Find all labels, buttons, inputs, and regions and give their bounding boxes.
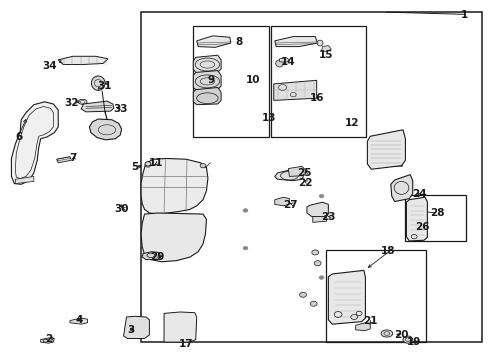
Ellipse shape bbox=[310, 301, 317, 306]
Text: 32: 32 bbox=[64, 98, 79, 108]
Text: 3: 3 bbox=[127, 325, 135, 335]
Ellipse shape bbox=[91, 76, 105, 90]
Text: 22: 22 bbox=[298, 178, 312, 188]
Text: 7: 7 bbox=[69, 153, 77, 163]
Ellipse shape bbox=[319, 276, 324, 279]
Text: 4: 4 bbox=[75, 315, 82, 325]
Polygon shape bbox=[312, 217, 326, 222]
Text: 18: 18 bbox=[380, 246, 395, 256]
Bar bbox=[168, 319, 188, 337]
Text: 5: 5 bbox=[131, 162, 138, 172]
Bar bbox=[193, 26, 268, 137]
Polygon shape bbox=[196, 36, 230, 47]
Polygon shape bbox=[274, 169, 304, 181]
Text: 20: 20 bbox=[393, 330, 408, 340]
Text: 19: 19 bbox=[406, 337, 421, 347]
Text: 23: 23 bbox=[321, 212, 335, 221]
Ellipse shape bbox=[145, 163, 151, 167]
Ellipse shape bbox=[402, 336, 412, 343]
Polygon shape bbox=[407, 203, 420, 215]
Text: 34: 34 bbox=[42, 61, 57, 71]
Bar bbox=[271, 26, 366, 137]
Text: 6: 6 bbox=[16, 132, 23, 142]
Polygon shape bbox=[288, 166, 305, 176]
Ellipse shape bbox=[319, 194, 324, 198]
Polygon shape bbox=[274, 37, 317, 46]
Text: 29: 29 bbox=[150, 252, 164, 262]
Text: 24: 24 bbox=[411, 189, 426, 199]
Ellipse shape bbox=[380, 330, 392, 337]
Polygon shape bbox=[81, 101, 114, 112]
Text: 27: 27 bbox=[283, 200, 298, 210]
Bar bbox=[128, 321, 144, 335]
Polygon shape bbox=[306, 202, 328, 217]
Ellipse shape bbox=[314, 261, 321, 266]
Polygon shape bbox=[70, 318, 87, 324]
Text: 12: 12 bbox=[344, 118, 358, 128]
Polygon shape bbox=[58, 56, 108, 64]
Text: 15: 15 bbox=[319, 50, 333, 60]
Ellipse shape bbox=[200, 163, 205, 168]
Polygon shape bbox=[193, 87, 221, 105]
Polygon shape bbox=[142, 252, 160, 260]
Polygon shape bbox=[89, 119, 122, 140]
Ellipse shape bbox=[311, 250, 318, 255]
Bar bbox=[332, 280, 361, 319]
Text: 17: 17 bbox=[178, 339, 193, 349]
Polygon shape bbox=[57, 157, 71, 163]
Ellipse shape bbox=[243, 209, 247, 212]
Bar bbox=[326, 249, 426, 342]
Text: 2: 2 bbox=[45, 333, 52, 343]
Ellipse shape bbox=[274, 85, 281, 92]
Ellipse shape bbox=[299, 292, 306, 297]
Text: 26: 26 bbox=[414, 222, 429, 232]
Text: 16: 16 bbox=[309, 93, 323, 103]
Polygon shape bbox=[273, 80, 316, 100]
Text: 11: 11 bbox=[148, 158, 163, 168]
Text: 30: 30 bbox=[114, 204, 129, 215]
Polygon shape bbox=[274, 197, 289, 206]
Polygon shape bbox=[141, 213, 206, 262]
Text: 33: 33 bbox=[113, 104, 127, 114]
Bar bbox=[405, 195, 466, 241]
Ellipse shape bbox=[309, 88, 315, 94]
Polygon shape bbox=[11, 102, 58, 184]
Text: 13: 13 bbox=[261, 113, 276, 123]
Polygon shape bbox=[321, 45, 330, 51]
Text: 1: 1 bbox=[460, 10, 468, 20]
Bar bbox=[369, 138, 402, 166]
Polygon shape bbox=[355, 323, 369, 330]
Polygon shape bbox=[163, 312, 196, 342]
Polygon shape bbox=[141, 158, 207, 214]
Text: 25: 25 bbox=[296, 168, 310, 178]
Text: 28: 28 bbox=[429, 208, 444, 218]
Polygon shape bbox=[366, 130, 405, 169]
Ellipse shape bbox=[243, 246, 247, 250]
Polygon shape bbox=[193, 71, 221, 90]
Text: 31: 31 bbox=[97, 81, 111, 91]
Polygon shape bbox=[193, 55, 221, 73]
Polygon shape bbox=[41, 338, 54, 343]
Text: 8: 8 bbox=[235, 37, 242, 47]
Polygon shape bbox=[328, 270, 365, 324]
Bar bbox=[141, 12, 481, 342]
Polygon shape bbox=[123, 316, 149, 338]
Ellipse shape bbox=[317, 40, 323, 46]
Bar bbox=[167, 316, 190, 338]
Polygon shape bbox=[390, 175, 412, 202]
Bar bbox=[409, 203, 424, 237]
Text: 9: 9 bbox=[207, 75, 214, 85]
Ellipse shape bbox=[275, 60, 283, 67]
Polygon shape bbox=[15, 176, 34, 184]
Ellipse shape bbox=[145, 162, 151, 166]
Text: 21: 21 bbox=[362, 316, 377, 325]
Text: 14: 14 bbox=[281, 57, 295, 67]
Text: 10: 10 bbox=[245, 75, 260, 85]
Polygon shape bbox=[406, 197, 427, 241]
Polygon shape bbox=[279, 57, 289, 62]
